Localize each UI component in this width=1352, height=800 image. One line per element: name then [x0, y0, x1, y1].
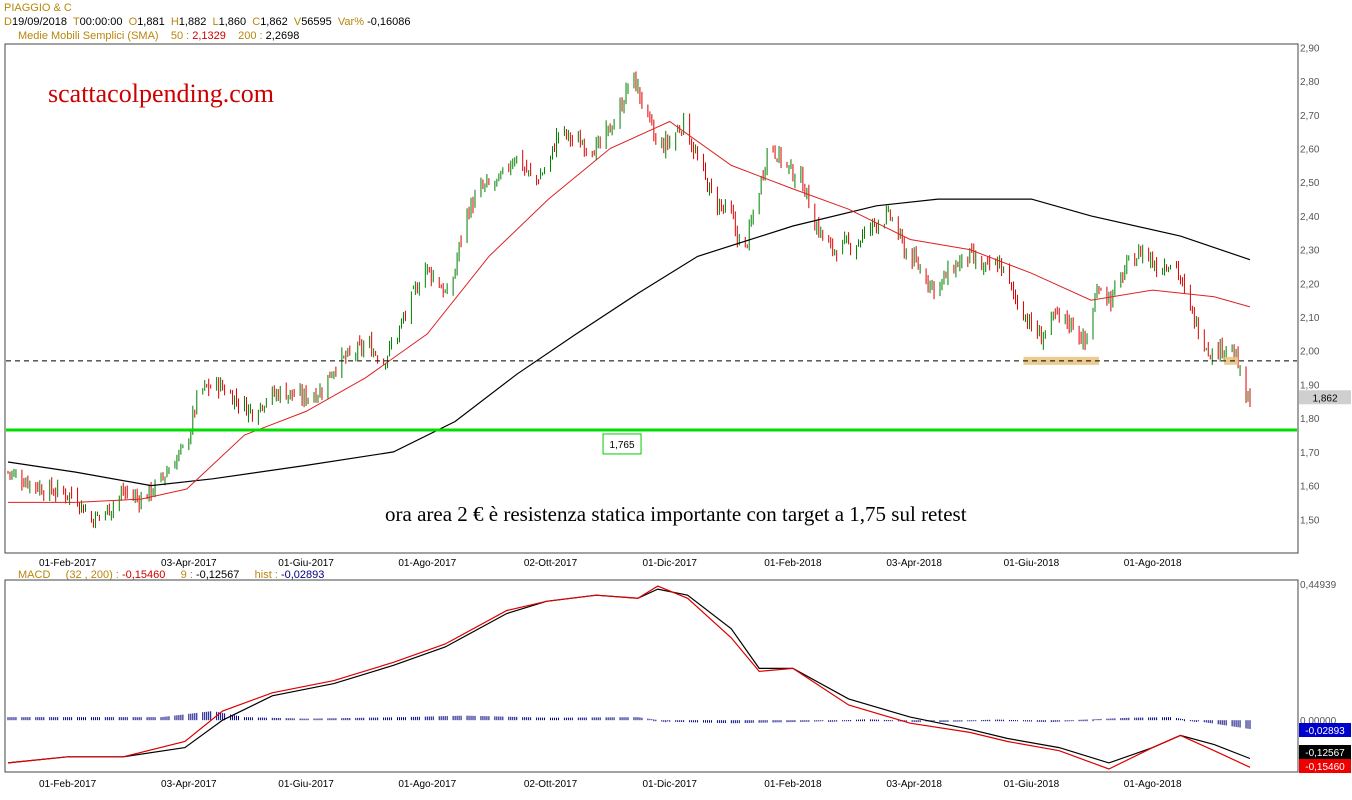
- macd-hist-tag: -0,02893: [1305, 726, 1345, 737]
- price-y-tick: 2,20: [1300, 279, 1320, 290]
- time-prefix: T: [72, 16, 80, 28]
- date-prefix: D: [4, 16, 12, 28]
- macd-panel-frame: [4, 579, 1299, 773]
- low-prefix: L: [212, 16, 219, 28]
- var-prefix: Var%: [337, 16, 364, 28]
- macd-line: [7, 585, 1251, 770]
- open-value: 1,881: [137, 16, 165, 28]
- macd-top-tick: 0,44939: [1300, 580, 1337, 591]
- close-value: 1,862: [260, 16, 288, 28]
- target-label-box: [602, 433, 642, 455]
- price-y-tick: 1,70: [1300, 448, 1320, 459]
- price-x-tick: 01-Feb-2018: [764, 558, 822, 569]
- sma200-value: 2,2698: [265, 30, 300, 42]
- macd-x-axis: 01-Feb-2017 03-Apr-2017 01-Giu-2017 01-Ago-…: [39, 779, 1182, 790]
- var-value: -0,16086: [367, 16, 411, 28]
- quote-line: D19/09/2018 T00:00:00 O1,881 H1,882 L1,8…: [4, 16, 411, 28]
- price-y-tick: 1,90: [1300, 380, 1320, 391]
- macd-hist-tag-box: [1299, 723, 1351, 737]
- last-price-tag-box: [1299, 390, 1351, 405]
- price-y-tick: 2,80: [1300, 77, 1320, 88]
- volume-value: 56595: [301, 16, 332, 28]
- macd-signal-tag: -0,12567: [1305, 748, 1345, 759]
- price-y-tick: 1,80: [1300, 414, 1320, 425]
- macd-histogram: [7, 711, 1251, 730]
- price-x-tick: 01-Dic-2017: [642, 558, 697, 569]
- macd-x-tick: 03-Apr-2018: [886, 779, 942, 790]
- high-prefix: H: [170, 16, 179, 28]
- price-x-tick: 02-Ott-2017: [524, 558, 578, 569]
- sma50-line: [8, 120, 1251, 503]
- target-label: 1,765: [610, 440, 635, 451]
- hist-label: hist :: [254, 569, 278, 581]
- macd-x-tick: 01-Ago-2018: [1124, 779, 1182, 790]
- price-y-tick: 2,70: [1300, 111, 1320, 122]
- volume-prefix: V: [293, 16, 302, 28]
- high-value: 1,882: [178, 16, 207, 28]
- low-value: 1,860: [218, 16, 247, 28]
- price-y-tick: 2,40: [1300, 212, 1320, 223]
- price-y-tick: 2,10: [1300, 313, 1320, 324]
- sma50-value: 2,1329: [192, 30, 226, 42]
- price-y-tick: 2,90: [1300, 43, 1320, 54]
- sma200-label: 200 :: [238, 30, 263, 42]
- macd-value: -0,15460: [121, 569, 166, 581]
- macd-x-tick: 01-Giu-2018: [1004, 779, 1060, 790]
- signal-label: 9 :: [180, 569, 193, 581]
- price-x-tick: 01-Giu-2018: [1004, 558, 1060, 569]
- price-y-tick: 2,50: [1300, 178, 1320, 189]
- sma200-line: [7, 198, 1251, 487]
- sma-legend: Medie Mobili Semplici (SMA) 50 : 2,1329 …: [18, 30, 299, 42]
- price-panel-frame: [4, 43, 1299, 554]
- chart-title: PIAGGIO & C: [4, 2, 72, 14]
- macd-label: MACD: [18, 569, 51, 581]
- price-y-tick: 1,60: [1300, 482, 1320, 493]
- signal-value: -0,12567: [195, 569, 240, 581]
- price-y-tick: 1,50: [1300, 515, 1320, 526]
- price-x-tick: 01-Ago-2018: [1124, 558, 1182, 569]
- watermark: scattacolpending.com: [48, 79, 274, 108]
- price-x-tick: 01-Feb-2017: [39, 558, 97, 569]
- price-y-tick: 2,30: [1300, 246, 1320, 257]
- macd-legend: MACD (32 , 200) : -0,15460 9 : -0,12567 …: [18, 569, 324, 581]
- time-value: 00:00:00: [79, 16, 123, 28]
- price-y-tick: 2,60: [1300, 144, 1320, 155]
- macd-macd-tag: -0,15460: [1305, 762, 1345, 773]
- macd-x-tick: 01-Giu-2017: [278, 779, 334, 790]
- sma-legend-label: Medie Mobili Semplici (SMA): [18, 30, 159, 42]
- macd-x-tick: 01-Feb-2018: [764, 779, 822, 790]
- macd-macd-tag-box: [1299, 759, 1351, 773]
- macd-x-tick: 03-Apr-2017: [161, 779, 217, 790]
- macd-x-tick: 01-Ago-2017: [398, 779, 456, 790]
- macd-x-tick: 01-Feb-2017: [39, 779, 97, 790]
- open-prefix: O: [128, 16, 138, 28]
- price-x-axis: 01-Feb-2017 03-Apr-2017 01-Giu-2017 01-Ago-…: [39, 558, 1182, 569]
- sma50-label: 50 :: [170, 30, 190, 42]
- price-x-tick: 01-Ago-2017: [398, 558, 456, 569]
- price-x-tick: 03-Apr-2017: [161, 558, 217, 569]
- macd-x-tick: 02-Ott-2017: [524, 779, 578, 790]
- last-price-tag: 1,862: [1312, 393, 1337, 404]
- close-prefix: C: [252, 16, 261, 28]
- price-y-axis: 1,50 1,60 1,70 1,80 1,90 2,00 2,10 2,20 2,30 2,40…: [1300, 43, 1320, 526]
- macd-signal-tag-box: [1299, 745, 1351, 759]
- price-x-tick: 03-Apr-2018: [886, 558, 942, 569]
- macd-params: (32 , 200) :: [65, 569, 119, 581]
- date-value: 19/09/2018: [11, 16, 68, 28]
- annotation-text: ora area 2 € è resistenza statica import…: [385, 502, 967, 526]
- macd-x-tick: 01-Dic-2017: [642, 779, 697, 790]
- price-y-tick: 2,00: [1300, 347, 1320, 358]
- price-x-tick: 01-Giu-2017: [278, 558, 334, 569]
- macd-zero-tick: 0,00000: [1300, 716, 1337, 727]
- macd-signal-line: [7, 588, 1251, 764]
- hist-value: -0,02893: [280, 569, 325, 581]
